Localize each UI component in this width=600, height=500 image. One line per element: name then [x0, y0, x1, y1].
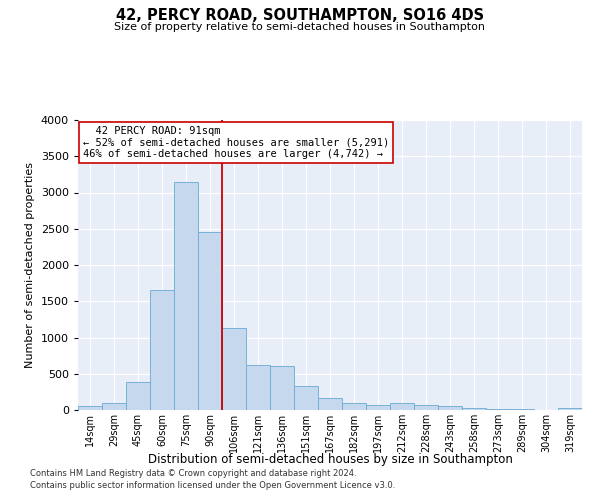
Bar	[270, 366, 294, 410]
Bar	[246, 365, 270, 410]
Bar	[438, 406, 462, 410]
Bar	[366, 404, 390, 410]
Bar	[294, 386, 318, 410]
Y-axis label: Number of semi-detached properties: Number of semi-detached properties	[25, 162, 35, 368]
Text: 42 PERCY ROAD: 91sqm  
← 52% of semi-detached houses are smaller (5,291)
46% of : 42 PERCY ROAD: 91sqm ← 52% of semi-detac…	[83, 126, 389, 159]
Bar	[222, 328, 246, 410]
Bar	[102, 403, 126, 410]
Text: Size of property relative to semi-detached houses in Southampton: Size of property relative to semi-detach…	[115, 22, 485, 32]
Bar	[78, 406, 102, 410]
Text: Contains HM Land Registry data © Crown copyright and database right 2024.: Contains HM Land Registry data © Crown c…	[30, 468, 356, 477]
Text: Contains public sector information licensed under the Open Government Licence v3: Contains public sector information licen…	[30, 481, 395, 490]
Bar	[150, 290, 174, 410]
Bar	[318, 398, 342, 410]
Bar	[198, 232, 222, 410]
Text: Distribution of semi-detached houses by size in Southampton: Distribution of semi-detached houses by …	[148, 452, 512, 466]
Bar	[486, 408, 510, 410]
Bar	[558, 408, 582, 410]
Bar	[126, 382, 150, 410]
Bar	[342, 403, 366, 410]
Bar	[390, 403, 414, 410]
Bar	[414, 405, 438, 410]
Bar	[174, 182, 198, 410]
Bar	[462, 408, 486, 410]
Text: 42, PERCY ROAD, SOUTHAMPTON, SO16 4DS: 42, PERCY ROAD, SOUTHAMPTON, SO16 4DS	[116, 8, 484, 22]
